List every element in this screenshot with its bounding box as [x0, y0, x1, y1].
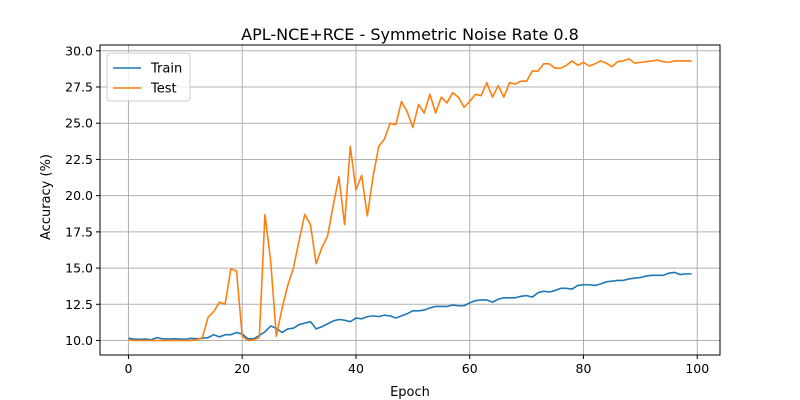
- legend-box: [106, 52, 191, 102]
- series-line-train: [128, 271, 692, 341]
- grid-lines: [100, 45, 720, 355]
- plot-frame: [99, 44, 721, 356]
- series-line-test: [128, 57, 692, 342]
- x-tick-label: 0: [124, 361, 132, 376]
- x-tick-label: 60: [462, 361, 478, 376]
- y-axis-label: Accuracy (%): [39, 154, 54, 240]
- y-tick-label: 25.0: [65, 116, 93, 131]
- x-tick-label: 80: [576, 361, 592, 376]
- x-tick-label: 100: [685, 361, 709, 376]
- legend-label-train: Train: [150, 62, 182, 77]
- y-tick-label: 20.0: [65, 188, 93, 203]
- legend: Train Test: [106, 52, 191, 102]
- x-axis-label: Epoch: [390, 385, 430, 400]
- y-tick-label: 10.0: [65, 333, 93, 348]
- y-axis-ticks: 10.0 12.5 15.0 17.5 20.0 22.5 25.0 27.5 30.0: [65, 43, 100, 348]
- legend-label-test: Test: [150, 82, 177, 97]
- chart-title: APL-NCE+RCE - Symmetric Noise Rate 0.8: [241, 25, 579, 44]
- x-tick-label: 40: [348, 361, 364, 376]
- x-tick-label: 20: [234, 361, 250, 376]
- y-tick-label: 30.0: [65, 43, 93, 58]
- y-tick-label: 17.5: [65, 224, 93, 239]
- y-tick-label: 12.5: [65, 297, 93, 312]
- series-lines: [128, 57, 692, 342]
- x-axis-ticks: 0 20 40 60 80 100: [124, 355, 709, 376]
- y-tick-label: 15.0: [65, 261, 93, 276]
- y-tick-label: 27.5: [65, 80, 93, 95]
- y-tick-label: 22.5: [65, 152, 93, 167]
